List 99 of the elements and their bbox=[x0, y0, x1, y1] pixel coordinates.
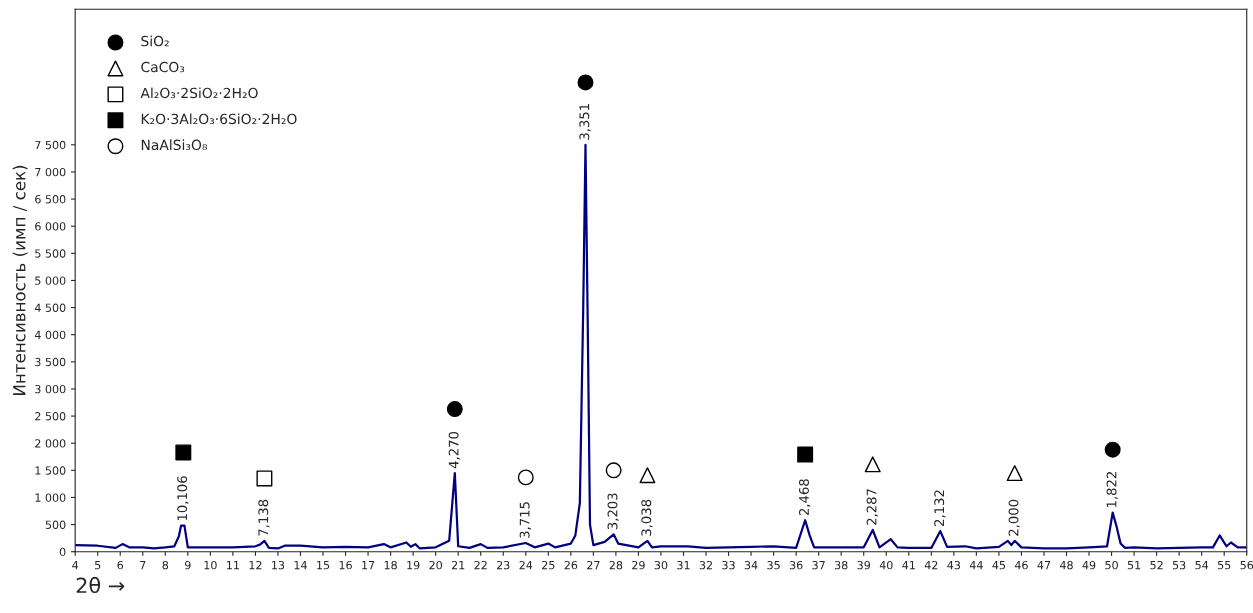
point bbox=[517, 469, 534, 486]
y-tick-label: 500 bbox=[45, 520, 66, 529]
y-tick-label: 2 000 bbox=[35, 439, 66, 448]
x-tick-label: 42 bbox=[924, 560, 938, 570]
x-tick-label: 15 bbox=[317, 561, 330, 570]
x-tick-label: 39 bbox=[857, 560, 871, 570]
x-tick-label: 20 bbox=[429, 560, 442, 570]
annotation: 2,000 bbox=[1008, 499, 1020, 536]
x-tick-label: 34 bbox=[744, 560, 758, 570]
y-tick-label: 2 500 bbox=[35, 412, 66, 421]
x-tick-label: 32 bbox=[699, 560, 712, 570]
point bbox=[446, 401, 463, 417]
x-tick-label: 18 bbox=[384, 560, 397, 570]
x-tick-label: 26 bbox=[564, 560, 578, 570]
x-tick-label: 37 bbox=[812, 560, 825, 570]
x-tick-label: 5 bbox=[95, 561, 101, 570]
x-tick-label: 30 bbox=[654, 560, 668, 570]
x-tick-label: 13 bbox=[272, 560, 285, 570]
annotation: 7,138 bbox=[258, 499, 270, 536]
x-tick-label: 35 bbox=[767, 560, 780, 570]
legend-label: NaAlSi₃O₈ bbox=[141, 139, 207, 151]
x-tick-label: 28 bbox=[609, 560, 623, 570]
x-tick-label: 51 bbox=[1127, 561, 1141, 570]
annotation: 3,715 bbox=[519, 502, 531, 538]
x-tick-label: 41 bbox=[902, 561, 915, 570]
x-tick-label: 55 bbox=[1217, 561, 1231, 570]
x-tick-label: 33 bbox=[722, 560, 735, 570]
x-tick-label: 21 bbox=[451, 560, 465, 570]
y-axis-title: Интенсивность (имп / сек) bbox=[12, 165, 28, 395]
annotation: 2,287 bbox=[866, 489, 878, 525]
point bbox=[797, 446, 814, 463]
y-tick-label: 5 000 bbox=[35, 276, 66, 285]
y-tick-label: 1 500 bbox=[35, 466, 66, 475]
x-tick-label: 49 bbox=[1082, 560, 1096, 570]
y-tick-label: 7 000 bbox=[35, 167, 66, 177]
x-tick-label: 23 bbox=[496, 560, 510, 570]
point bbox=[577, 74, 594, 91]
x-tick-label: 14 bbox=[294, 561, 307, 570]
x-tick-label: 54 bbox=[1195, 561, 1209, 570]
annotation: 3,351 bbox=[579, 104, 591, 140]
y-tick-label: 4 500 bbox=[34, 303, 66, 312]
x-tick-label: 47 bbox=[1037, 561, 1051, 570]
x-tick-label: 50 bbox=[1105, 560, 1118, 570]
x-tick-label: 45 bbox=[992, 561, 1005, 570]
point bbox=[175, 444, 192, 461]
x-tick-label: 31 bbox=[677, 560, 690, 570]
x-tick-label: 43 bbox=[947, 560, 961, 570]
x-tick-label: 52 bbox=[1150, 560, 1163, 570]
annotation: 2,132 bbox=[934, 490, 946, 526]
y-tick-label: 6 500 bbox=[35, 195, 66, 204]
y-tick-label: 4 000 bbox=[34, 330, 66, 340]
point bbox=[1104, 441, 1121, 458]
x-tick-label: 11 bbox=[227, 561, 239, 570]
x-tick-label: 25 bbox=[542, 560, 555, 570]
x-tick-label: 38 bbox=[834, 560, 848, 570]
point bbox=[605, 462, 622, 479]
x-tick-label: 40 bbox=[879, 560, 893, 570]
legend-label: CaCO₃ bbox=[141, 61, 185, 73]
annotation: 4,270 bbox=[448, 431, 460, 469]
x-tick-label: 4 bbox=[72, 561, 79, 570]
y-tick-label: 5 500 bbox=[35, 249, 66, 258]
x-tick-label: 56 bbox=[1240, 560, 1253, 570]
y-tick-label: 0 bbox=[59, 547, 66, 557]
x-tick-label: 17 bbox=[362, 561, 375, 570]
x-tick-label: 46 bbox=[1014, 560, 1028, 570]
x-tick-label: 22 bbox=[474, 560, 487, 570]
annotation: 3,038 bbox=[641, 499, 653, 536]
point bbox=[256, 470, 273, 487]
x-tick-label: 9 bbox=[184, 560, 191, 570]
x-tick-label: 12 bbox=[249, 560, 262, 570]
x-tick-label: 8 bbox=[162, 560, 169, 570]
y-tick-label: 7 500 bbox=[35, 140, 66, 150]
x-tick-label: 6 bbox=[117, 560, 124, 570]
y-tick-label: 1 000 bbox=[35, 493, 66, 502]
point bbox=[639, 467, 656, 484]
x-tick-label: 7 bbox=[140, 561, 146, 570]
x-tick-label: 29 bbox=[632, 560, 645, 570]
y-tick-label: 3 000 bbox=[35, 384, 66, 394]
x-tick-label: 16 bbox=[339, 560, 352, 570]
x-tick-label: 19 bbox=[407, 560, 420, 570]
legend-label: Al₂O₃·2SiO₂·2H₂O bbox=[140, 87, 258, 99]
annotation: 3,203 bbox=[607, 493, 619, 530]
point bbox=[1006, 465, 1023, 482]
x-axis-title: 2θ → bbox=[76, 576, 125, 594]
legend-label: K₂O·3Al₂O₃·6SiO₂·2H₂O bbox=[141, 113, 297, 125]
y-tick-label: 3 500 bbox=[35, 357, 66, 367]
x-tick-label: 27 bbox=[587, 560, 600, 570]
point bbox=[864, 456, 881, 473]
y-tick-label: 6 000 bbox=[35, 222, 66, 231]
x-tick-label: 36 bbox=[789, 560, 803, 570]
x-tick-label: 10 bbox=[204, 560, 217, 570]
x-tick-label: 53 bbox=[1172, 560, 1186, 570]
x-tick-label: 44 bbox=[969, 561, 983, 570]
legend-label: SiO₂ bbox=[141, 35, 169, 47]
annotation: 1,822 bbox=[1106, 472, 1118, 508]
annotation: 2,468 bbox=[799, 479, 811, 516]
x-tick-label: 24 bbox=[519, 560, 533, 570]
annotation: 10,106 bbox=[177, 476, 189, 521]
x-tick-label: 48 bbox=[1059, 560, 1073, 570]
